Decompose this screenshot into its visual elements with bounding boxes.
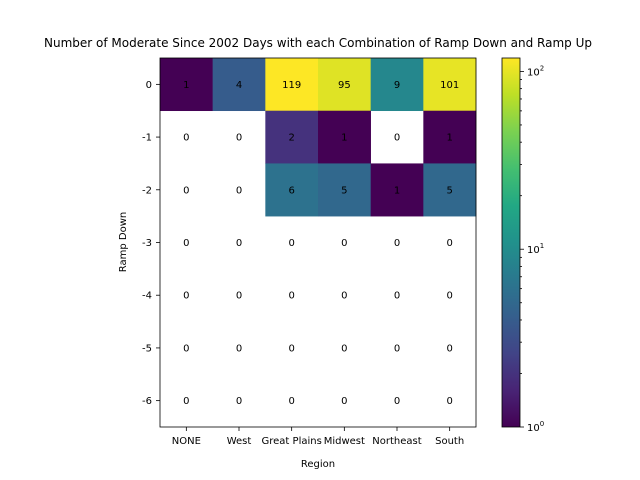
x-tick-label: Great Plains <box>262 436 322 447</box>
cell-value-label: 0 <box>446 396 452 407</box>
cell-value-label: 0 <box>183 133 189 144</box>
x-tick-label: West <box>227 436 252 447</box>
cell-value-label: 0 <box>236 238 242 249</box>
cell-value-label: 0 <box>183 396 189 407</box>
x-tick-label: South <box>435 436 464 447</box>
cell-value-label: 0 <box>446 291 452 302</box>
heatmap-cell <box>423 110 477 164</box>
heatmap-cell <box>318 110 371 164</box>
cell-value-label: 0 <box>236 396 242 407</box>
cell-value-label: 101 <box>440 80 459 91</box>
cell-value-label: 0 <box>394 133 400 144</box>
y-tick-label: -3 <box>142 238 152 249</box>
heatmap-cell <box>318 58 371 112</box>
y-tick-label: 0 <box>146 80 152 91</box>
x-tick-label: Northeast <box>372 436 421 447</box>
cell-value-label: 0 <box>183 238 189 249</box>
cell-value-label: 0 <box>236 291 242 302</box>
cell-value-label: 0 <box>236 185 242 196</box>
y-tick-label: -4 <box>142 291 152 302</box>
cell-value-label: 0 <box>446 343 452 354</box>
cell-value-label: 6 <box>288 185 294 196</box>
x-axis: NONE West Great Plains Midwest Northeast Sout… <box>172 427 464 447</box>
cell-value-label: 0 <box>394 291 400 302</box>
cell-value-label: 2 <box>288 133 294 144</box>
x-tick-label: NONE <box>172 436 201 447</box>
heatmap-cell <box>212 58 266 112</box>
heatmap-cell <box>423 58 477 112</box>
colorbar-gradient <box>502 58 520 427</box>
colorbar-ticks: 100 101 102 <box>520 64 544 434</box>
cell-value-label: 5 <box>341 185 347 196</box>
heatmap-cell <box>265 58 319 112</box>
y-axis: 0 -1 -2 -3 -4 -5 -6 <box>142 80 160 407</box>
cell-value-label: 0 <box>341 396 347 407</box>
colorbar-tick-label: 100 <box>527 420 544 434</box>
y-tick-label: -6 <box>142 396 152 407</box>
cell-value-label: 0 <box>288 291 294 302</box>
cell-value-label: 4 <box>236 80 242 91</box>
cell-value-label: 5 <box>446 185 452 196</box>
heatmap-cell <box>370 58 424 112</box>
heatmap-cell <box>423 163 477 217</box>
cell-value-label: 95 <box>338 80 351 91</box>
cell-value-label: 1 <box>394 185 400 196</box>
chart-title: Number of Moderate Since 2002 Days with … <box>44 36 592 50</box>
colorbar-frame <box>501 57 521 428</box>
heatmap-cells <box>160 58 477 217</box>
cell-value-label: 1 <box>341 133 347 144</box>
y-tick-label: -1 <box>142 133 152 144</box>
cell-value-label: 0 <box>236 343 242 354</box>
cell-value-label: 0 <box>394 343 400 354</box>
y-tick-label: -5 <box>142 343 152 354</box>
heatmap-cell <box>318 163 371 217</box>
colorbar: 100 101 102 <box>501 57 544 434</box>
cell-value-label: 0 <box>394 396 400 407</box>
cell-value-label: 0 <box>341 291 347 302</box>
cell-value-label: 0 <box>288 238 294 249</box>
cell-value-label: 9 <box>394 80 400 91</box>
cell-value-label: 0 <box>236 133 242 144</box>
cell-value-label: 0 <box>446 238 452 249</box>
cell-value-label: 0 <box>288 343 294 354</box>
cell-value-label: 119 <box>282 80 301 91</box>
heatmap-cell <box>265 110 319 164</box>
cell-value-label: 0 <box>341 238 347 249</box>
cell-value-label: 0 <box>183 343 189 354</box>
cell-value-label: 0 <box>394 238 400 249</box>
cell-value-label: 0 <box>288 396 294 407</box>
y-axis-title: Ramp Down <box>118 212 129 272</box>
x-axis-title: Region <box>301 459 335 470</box>
heatmap-cell <box>160 58 213 112</box>
x-tick-label: Midwest <box>324 436 365 447</box>
heatmap-cell <box>265 163 319 217</box>
cell-value-label: 0 <box>183 185 189 196</box>
colorbar-tick-label: 102 <box>527 64 544 78</box>
cell-value-label: 0 <box>341 343 347 354</box>
colorbar-tick-label: 101 <box>527 242 544 256</box>
cell-value-label: 1 <box>183 80 189 91</box>
cell-value-label: 1 <box>446 133 452 144</box>
heatmap-cell <box>370 163 424 217</box>
y-tick-label: -2 <box>142 185 152 196</box>
cell-value-label: 0 <box>183 291 189 302</box>
